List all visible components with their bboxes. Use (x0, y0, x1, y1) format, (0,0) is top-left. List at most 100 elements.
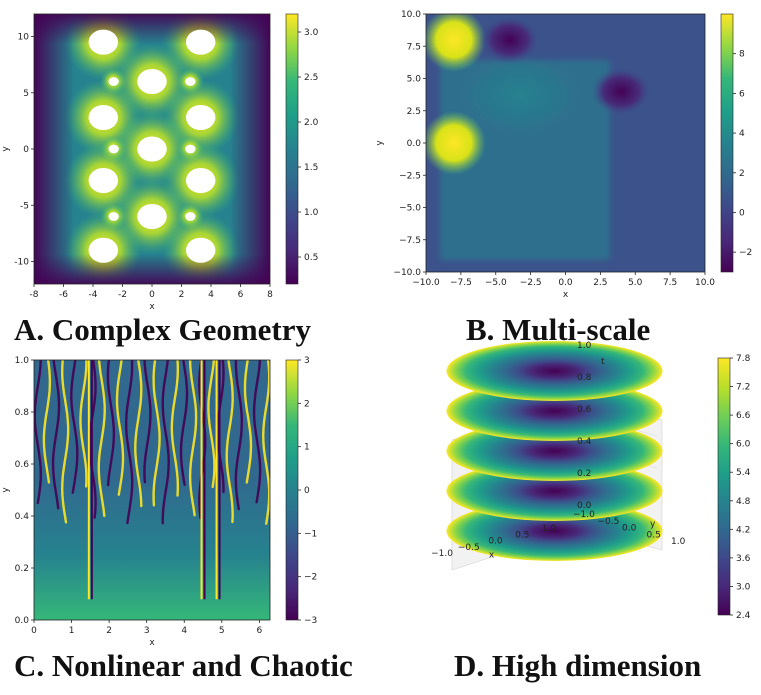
peak-feature (426, 14, 486, 72)
wave-stripe (261, 360, 270, 525)
colorbar-tick-label: −1 (304, 529, 317, 539)
colorbar-tick-label: 7.2 (736, 383, 750, 393)
y-tick-label: −5.0 (399, 204, 421, 214)
x-tick-label: 4 (208, 290, 214, 300)
domain-hole (108, 212, 119, 221)
colorbar-tick-label: 2 (739, 169, 745, 179)
colorbar-tick-label: 3 (304, 356, 310, 366)
x-tick-label: 3 (144, 626, 150, 636)
colorbar-tick-label: −2 (304, 573, 317, 583)
x-tick-label: −2.5 (520, 278, 542, 288)
wave-stripe (207, 360, 216, 489)
x-tick-label: 1 (69, 626, 75, 636)
y-tick-label: 7.5 (407, 42, 421, 52)
colorbar-a (285, 13, 299, 285)
y-tick-label: 5 (23, 89, 29, 99)
x-tick-label: −10.0 (412, 278, 440, 288)
y-tick-label: 0.0 (622, 524, 637, 534)
y-tick-label: 0.0 (407, 139, 422, 149)
colorbar-tick-label: 1.5 (304, 163, 318, 173)
wave-stripe (115, 360, 125, 496)
y-tick-label: 2.5 (407, 107, 421, 117)
colorbar-tick-label: 1 (304, 443, 310, 453)
chart-d: −1.0−0.50.00.51.0x−1.0−0.50.00.51.0y0.00… (431, 341, 751, 621)
t-tick-label: 0.2 (577, 469, 591, 479)
colorbar-tick-label: 4.8 (736, 497, 751, 507)
colorbar-tick-label: 2.5 (304, 73, 318, 83)
t-tick-label: 1.0 (577, 341, 592, 351)
y-tick-label: −10.0 (393, 268, 421, 278)
x-tick-label: 2.5 (593, 278, 607, 288)
colorbar-d (717, 357, 731, 616)
y-tick-label: 0.4 (15, 512, 30, 522)
wave-stripe (243, 360, 253, 484)
y-tick-label: -10 (14, 258, 29, 268)
caption-d: D. High dimension (454, 648, 702, 683)
y-tick-label: 5.0 (407, 75, 422, 85)
domain-hole (185, 144, 196, 154)
x-tick-label: -2 (118, 290, 127, 300)
peak-feature (426, 111, 486, 175)
wave-stripe (70, 360, 79, 494)
x-tick-label: 10.0 (695, 278, 715, 288)
wave-stripe (225, 360, 234, 524)
y-tick-label: 10.0 (401, 10, 421, 20)
y-axis-label: y (375, 140, 385, 146)
wave-stripe (134, 360, 143, 508)
x-tick-label: −1.0 (431, 549, 453, 559)
domain-hole (185, 237, 216, 263)
wave-stripe (125, 360, 134, 525)
domain-hole (185, 212, 196, 221)
t-axis-label: t (601, 357, 605, 367)
x-tick-label: 0 (149, 290, 155, 300)
y-tick-label: 0 (23, 145, 29, 155)
trough-feature (479, 15, 540, 64)
y-tick-label: 10 (18, 33, 30, 43)
x-tick-label: 7.5 (663, 278, 677, 288)
domain-hole (137, 203, 167, 230)
colorbar-tick-label: 6 (739, 89, 745, 99)
wave-stripe (170, 360, 179, 497)
t-tick-label: 0.0 (577, 501, 592, 511)
chart-a: -8 -6 -4 -2 0 2 4 6 8 -10 -5 0 5 10 x y 0.5 1.0 1.5 2.0 2.5… (1, 13, 319, 312)
caption-a: A. Complex Geometry (14, 312, 311, 347)
heatmap-c-bg (34, 360, 270, 620)
x-tick-label: −7.5 (450, 278, 472, 288)
colorbar-tick-label: −2 (739, 248, 752, 258)
caption-c: C. Nonlinear and Chaotic (14, 648, 353, 683)
domain-hole (137, 68, 167, 95)
x-tick-label: 0.5 (515, 530, 529, 540)
trough-feature (591, 67, 652, 116)
colorbar-tick-label: 4.2 (736, 525, 750, 535)
y-axis-label: y (650, 520, 656, 530)
x-axis-label: x (149, 638, 155, 648)
domain-hole (108, 77, 119, 86)
wave-stripe (34, 360, 43, 505)
y-tick-label: −2.5 (399, 171, 421, 181)
wave-stripe (60, 360, 70, 524)
t-tick-label: 0.4 (577, 437, 592, 447)
domain-hole (108, 144, 119, 154)
wave-stripe (152, 360, 161, 507)
domain-hole (185, 29, 216, 55)
wave-stripe (179, 360, 189, 486)
domain-hole (88, 29, 119, 55)
domain-hole (88, 237, 119, 263)
y-tick-label: -5 (20, 201, 29, 211)
colorbar-tick-label: 0 (304, 486, 310, 496)
y-tick-label: 0.8 (15, 408, 30, 418)
colorbar-tick-label: 1.0 (304, 208, 319, 218)
x-tick-label: 2 (179, 290, 185, 300)
y-tick-label: 0.2 (15, 564, 29, 574)
x-tick-label: 8 (267, 290, 273, 300)
colorbar-tick-label: 2.0 (304, 118, 319, 128)
wave-stripe (216, 360, 225, 494)
y-axis-label: y (1, 487, 11, 493)
domain-hole (137, 136, 167, 162)
x-tick-label: −5.0 (485, 278, 507, 288)
chart-c: 0 1 2 3 4 5 6 0.0 0.2 0.4 0.6 0.8 1.0 x y −3 −2 −1 0 1 2 3 (1, 356, 317, 648)
colorbar-tick-label: 7.8 (736, 354, 751, 364)
x-tick-label: 6 (238, 290, 244, 300)
colorbar-tick-label: 8 (739, 50, 745, 60)
y-tick-label: 0.0 (15, 616, 30, 626)
